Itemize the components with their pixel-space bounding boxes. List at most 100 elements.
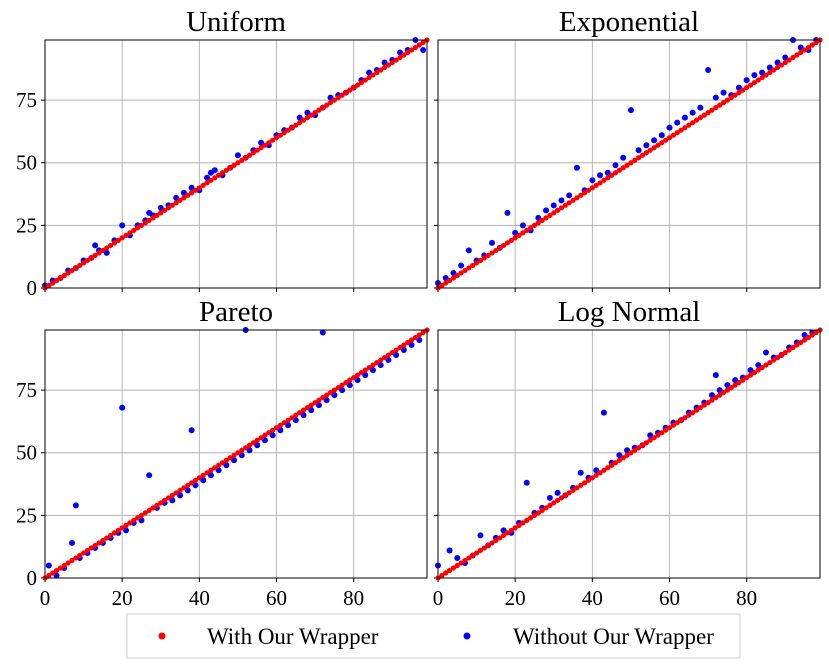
point-without-wrapper: [119, 222, 126, 229]
point-with-wrapper: [439, 572, 445, 579]
point-with-wrapper: [50, 570, 56, 576]
point-with-wrapper: [57, 565, 64, 571]
point-with-wrapper: [551, 210, 557, 216]
point-without-wrapper: [211, 167, 218, 174]
point-with-wrapper: [216, 462, 222, 468]
point-with-wrapper: [343, 380, 349, 386]
point-with-wrapper: [324, 102, 330, 108]
point-with-wrapper: [570, 487, 576, 493]
point-with-wrapper: [304, 115, 310, 121]
point-with-wrapper: [801, 47, 808, 53]
point-with-wrapper: [53, 567, 60, 574]
point-with-wrapper: [250, 440, 256, 446]
point-with-wrapper: [397, 54, 403, 61]
legend-frame: [126, 613, 741, 659]
point-with-wrapper: [786, 347, 792, 353]
point-with-wrapper: [655, 142, 661, 148]
point-with-wrapper: [620, 455, 626, 461]
point-with-wrapper: [628, 450, 634, 456]
point-with-wrapper: [266, 430, 272, 436]
point-with-wrapper: [755, 367, 761, 373]
point-with-wrapper: [632, 157, 638, 163]
point-with-wrapper: [231, 452, 237, 458]
x-tick-label: 20: [112, 586, 133, 610]
point-with-wrapper: [616, 457, 622, 463]
point-with-wrapper: [46, 572, 52, 579]
point-with-wrapper: [127, 520, 133, 526]
point-with-wrapper: [454, 562, 460, 569]
point-without-wrapper: [600, 409, 607, 416]
point-with-wrapper: [281, 420, 287, 426]
point-without-wrapper: [762, 349, 769, 356]
point-with-wrapper: [285, 417, 291, 423]
point-with-wrapper: [578, 192, 584, 198]
point-with-wrapper: [262, 142, 268, 148]
subplot-title: Exponential: [559, 6, 699, 38]
point-with-wrapper: [767, 69, 773, 76]
point-with-wrapper: [358, 79, 365, 86]
point-with-wrapper: [262, 432, 268, 438]
point-with-wrapper: [200, 472, 206, 478]
point-with-wrapper: [609, 172, 615, 178]
y-tick-label: 0: [27, 276, 38, 300]
point-without-wrapper: [458, 262, 465, 269]
point-with-wrapper: [385, 62, 392, 68]
point-with-wrapper: [107, 532, 114, 539]
point-with-wrapper: [439, 282, 445, 289]
point-with-wrapper: [562, 202, 568, 208]
point-with-wrapper: [705, 400, 711, 406]
point-with-wrapper: [763, 72, 769, 78]
point-with-wrapper: [88, 545, 94, 551]
x-tick-label: 60: [659, 586, 680, 610]
legend-marker-without-wrapper: [463, 632, 471, 640]
point-with-wrapper: [138, 222, 145, 228]
point-with-wrapper: [790, 344, 796, 351]
y-tick-label: 25: [16, 213, 37, 237]
point-with-wrapper: [243, 445, 249, 451]
point-with-wrapper: [628, 160, 634, 166]
point-with-wrapper: [473, 550, 480, 556]
point-without-wrapper: [712, 372, 719, 379]
y-tick-label: 75: [16, 88, 37, 112]
point-with-wrapper: [558, 205, 565, 211]
point-with-wrapper: [690, 120, 696, 126]
point-with-wrapper: [713, 105, 719, 111]
point-with-wrapper: [458, 560, 464, 566]
point-with-wrapper: [277, 422, 283, 428]
point-with-wrapper: [500, 532, 507, 539]
point-with-wrapper: [798, 339, 804, 346]
point-with-wrapper: [339, 92, 345, 98]
point-without-wrapper: [523, 479, 530, 486]
point-with-wrapper: [381, 64, 388, 71]
point-without-wrapper: [597, 172, 604, 179]
point-with-wrapper: [181, 485, 187, 491]
point-without-wrapper: [577, 469, 584, 476]
point-with-wrapper: [543, 505, 549, 511]
axes-frame: [437, 39, 821, 289]
point-with-wrapper: [524, 517, 530, 523]
point-with-wrapper: [813, 39, 819, 46]
point-with-wrapper: [235, 160, 241, 166]
point-with-wrapper: [443, 570, 449, 576]
point-with-wrapper: [366, 364, 372, 371]
point-without-wrapper: [627, 107, 634, 114]
point-with-wrapper: [747, 372, 754, 378]
point-with-wrapper: [173, 490, 179, 496]
point-with-wrapper: [300, 407, 307, 413]
point-with-wrapper: [219, 460, 226, 466]
point-with-wrapper: [308, 112, 314, 118]
point-with-wrapper: [347, 87, 353, 93]
point-with-wrapper: [92, 252, 98, 259]
point-without-wrapper: [697, 104, 704, 111]
point-with-wrapper: [717, 102, 723, 108]
point-with-wrapper: [794, 52, 800, 58]
point-with-wrapper: [273, 135, 280, 141]
point-with-wrapper: [104, 535, 110, 541]
point-with-wrapper: [335, 385, 341, 391]
point-with-wrapper: [69, 267, 75, 274]
point-with-wrapper: [497, 535, 503, 541]
axes-frame: [437, 329, 821, 579]
point-with-wrapper: [778, 352, 785, 358]
point-with-wrapper: [659, 140, 665, 146]
point-with-wrapper: [547, 212, 553, 218]
